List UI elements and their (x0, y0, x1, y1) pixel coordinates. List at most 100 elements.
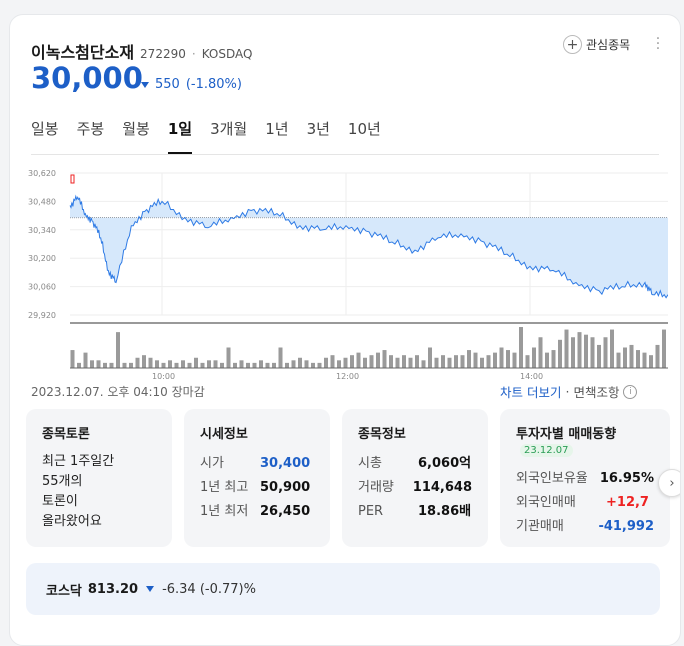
tab-7[interactable]: 10년 (347, 120, 381, 138)
market-label: KOSDAQ (201, 47, 253, 61)
quote-panel[interactable]: 시세정보 시가 30,400 1년 최고 50,900 1년 최저 26,450 (184, 409, 330, 547)
date-badge: 23.12.07 (520, 444, 573, 457)
volume-bar (395, 357, 400, 368)
volume-bar (571, 337, 575, 368)
volume-bar (161, 362, 166, 368)
volume-bar (90, 360, 94, 368)
volume-bar (363, 357, 367, 368)
row-value: 6,060억 (418, 456, 472, 471)
volume-bar (499, 347, 504, 368)
disclaimer-link[interactable]: 면책조항 (573, 385, 620, 400)
y-tick-label: 29,920 (28, 311, 56, 320)
chart-links: 차트 더보기 · 면책조항 i (500, 382, 638, 401)
volume-bar (389, 355, 393, 368)
row-value: 50,900 (260, 480, 311, 495)
volume-bar (558, 339, 562, 368)
volume-bar (415, 355, 419, 368)
price-area-fill (70, 196, 668, 298)
volume-bar (291, 360, 296, 368)
panel-title: 종목정보 (358, 427, 406, 442)
more-options-icon[interactable]: · · · (655, 31, 661, 57)
volume-bar (272, 362, 276, 368)
summary-panels: 종목토론 최근 1주일간 55개의 토론이 올라왔어요 시세정보 시가 30,40… (26, 409, 670, 547)
volume-bar (155, 360, 159, 368)
stock-name[interactable]: 이녹스첨단소재 (31, 43, 135, 62)
volume-bar (584, 334, 588, 368)
volume-bar (447, 357, 452, 368)
volume-bar (311, 362, 315, 368)
chart-more-link[interactable]: 차트 더보기 (500, 385, 562, 400)
volume-bar (538, 337, 543, 368)
volume-bar (129, 362, 133, 368)
volume-bar (304, 360, 309, 368)
volume-bar (616, 352, 621, 368)
volume-bar (480, 357, 484, 368)
volume-bar (428, 347, 432, 368)
volume-bar (135, 357, 140, 368)
volume-bar (278, 347, 283, 368)
volume-bar (343, 357, 348, 368)
investor-panel[interactable]: 투자자별 매매동향 23.12.07 외국인보유율 16.95% 외국인매매 +12,… (500, 409, 670, 547)
tab-0[interactable]: 일봉 (31, 120, 59, 138)
tab-3[interactable]: 1일 (167, 120, 193, 154)
y-tick-label: 30,340 (28, 226, 56, 235)
down-arrow-icon (141, 81, 149, 88)
tab-6[interactable]: 3년 (306, 120, 330, 138)
price-line (69, 194, 668, 299)
volume-bar (642, 352, 647, 368)
row-value: -41,992 (598, 519, 654, 534)
volume-bar (460, 355, 465, 368)
kosdaq-index-bar[interactable]: 코스닥 813.20 -6.34 (-0.77)% (26, 563, 660, 615)
info-icon[interactable]: i (623, 384, 638, 399)
volume-bar (506, 350, 510, 368)
tab-4[interactable]: 3개월 (210, 120, 248, 138)
volume-bar (116, 332, 120, 368)
volume-bar (408, 357, 413, 368)
panel-title: 투자자별 매매동향 23.12.07 (516, 423, 654, 457)
info-row: PER 18.86배 (358, 500, 472, 524)
row-label: PER (358, 504, 384, 519)
price-chart[interactable]: 30,620 30,480 30,340 30,200 30,060 29,920 10:0… (22, 165, 668, 385)
volume-bar (467, 350, 471, 368)
stock-info-panel[interactable]: 종목정보 시총 6,060억 거래량 114,648 PER 18.86배 (342, 409, 488, 547)
market-close-timestamp: 2023.12.07. 오후 04:10 장마감 (31, 385, 205, 399)
row-label: 외국인보유율 (516, 471, 588, 486)
tab-1[interactable]: 주봉 (76, 120, 105, 138)
discussion-panel[interactable]: 종목토론 최근 1주일간 55개의 토론이 올라왔어요 (26, 409, 172, 547)
index-name: 코스닥 (46, 583, 82, 599)
volume-bar (610, 329, 614, 368)
volume-bar (350, 355, 354, 368)
row-value: +12,7 (606, 495, 649, 510)
tab-5[interactable]: 1년 (265, 120, 289, 138)
volume-bar (298, 357, 302, 368)
panel-title: 시세정보 (200, 427, 248, 442)
volume-bar (532, 347, 536, 368)
tab-2[interactable]: 월봉 (122, 120, 150, 138)
y-tick-label: 30,060 (28, 283, 56, 292)
volume-bar (265, 362, 270, 368)
volume-bar (421, 360, 426, 368)
volume-bar (239, 360, 244, 368)
row-label: 1년 최고 (200, 480, 249, 495)
row-value: 16.95% (599, 471, 654, 486)
favorite-button[interactable]: + 관심종목 (563, 35, 630, 54)
volume-bar (109, 362, 114, 368)
favorite-label: 관심종목 (586, 38, 631, 52)
volume-bar (70, 350, 75, 368)
volume-bar (83, 352, 88, 368)
x-tick-label: 10:00 (152, 372, 175, 381)
discussion-text: 최근 1주일간 55개의 토론이 올라왔어요 (42, 452, 156, 532)
volume-bar (655, 344, 660, 368)
volume-bar (181, 360, 185, 368)
volume-bar (122, 362, 127, 368)
volume-bar (142, 355, 146, 368)
chevron-right-icon[interactable]: › (658, 469, 680, 497)
volume-bar (577, 332, 582, 368)
volume-bar (441, 355, 445, 368)
volume-bar (564, 329, 569, 368)
volume-bar (174, 362, 179, 368)
row-label: 시총 (358, 456, 382, 471)
volume-bar (148, 357, 153, 368)
dot-separator: · (565, 384, 570, 399)
down-arrow-icon (146, 586, 155, 592)
